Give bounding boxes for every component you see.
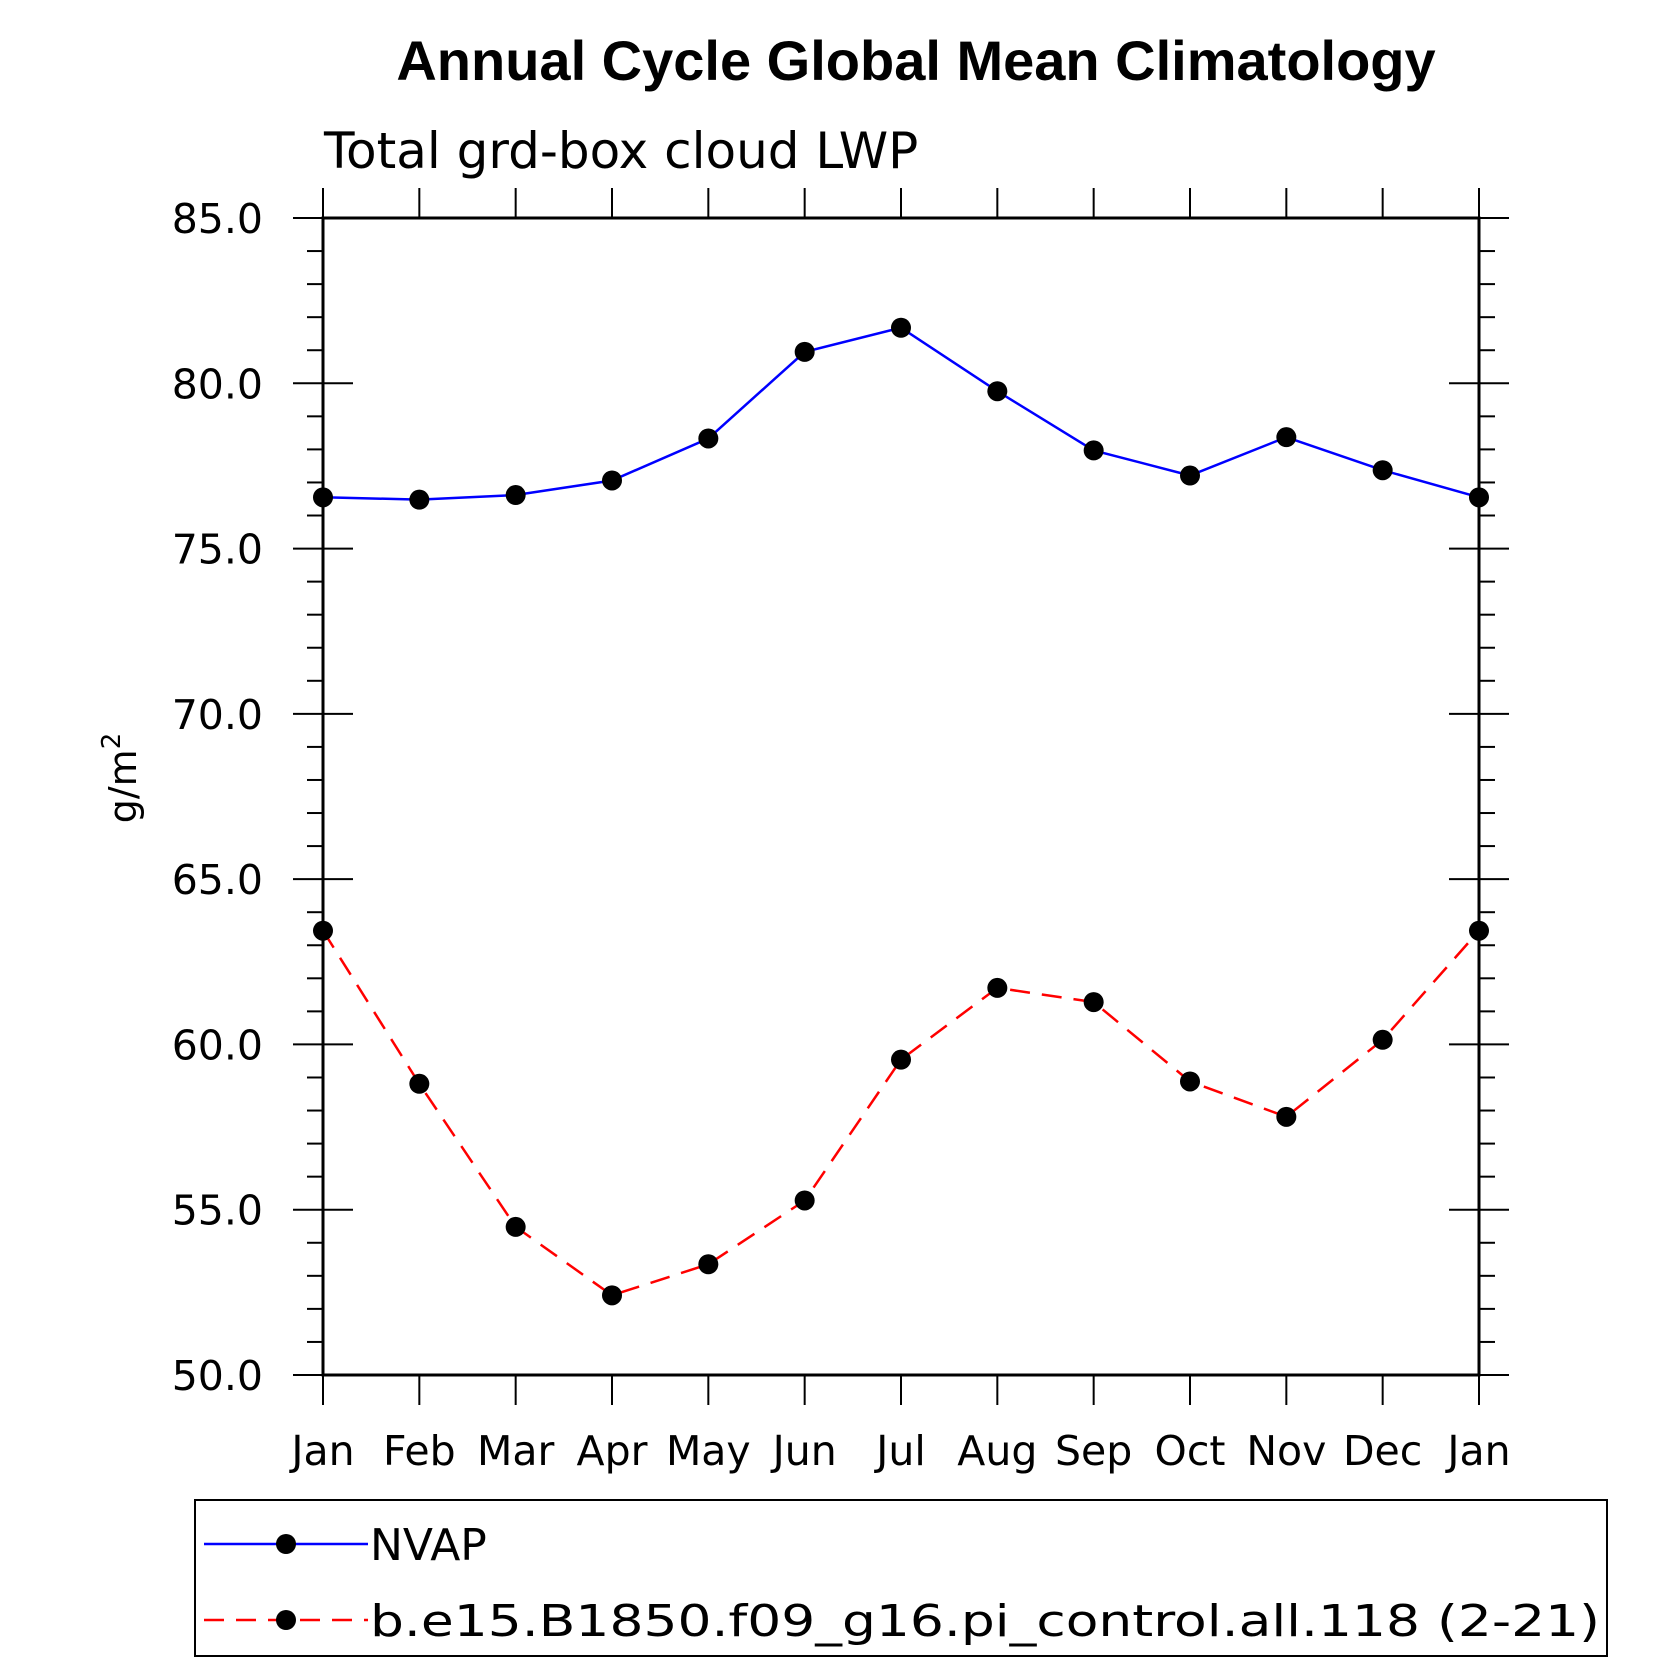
x-tick-label: Nov (1246, 1427, 1326, 1475)
series-2-point (409, 1073, 430, 1094)
legend-label-1: NVAP (370, 1520, 487, 1571)
x-tick-label: Sep (1055, 1427, 1132, 1475)
y-axis-label-exponent: 2 (97, 733, 127, 750)
chart-title: Annual Cycle Global Mean Climatology (396, 29, 1435, 92)
series-2-point (505, 1216, 526, 1237)
series-1-point (1083, 440, 1104, 461)
series-2-point (1469, 920, 1489, 941)
series-1-point (1276, 427, 1297, 448)
x-tick-label: Jan (288, 1427, 354, 1475)
series-1-point (987, 381, 1008, 402)
legend: NVAP b.e15.B1850.f09_g16.pi_control.all.1… (194, 1499, 1608, 1657)
x-tick-label: Jun (770, 1427, 837, 1475)
legend-label-2: b.e15.B1850.f09_g16.pi_control.all.118 (… (370, 1596, 1600, 1647)
series-1-point (602, 470, 622, 491)
x-tick-label: Dec (1343, 1427, 1422, 1475)
x-tick-label: Jul (873, 1427, 925, 1475)
y-tick-label: 75.0 (172, 526, 263, 574)
series-2-point (1083, 992, 1104, 1013)
chart-subtitle: Total grd-box cloud LWP (323, 122, 918, 180)
x-tick-label: Apr (577, 1427, 648, 1475)
series-2-point (313, 920, 333, 941)
x-tick-label: Feb (383, 1427, 456, 1475)
series-2-point (602, 1285, 622, 1306)
series-line-2 (321, 929, 1480, 1297)
series-2-point (794, 1190, 815, 1211)
series-1-point (313, 487, 333, 508)
series-1-point (1180, 465, 1200, 486)
plot-frame (321, 216, 1481, 1377)
series-1-point (409, 489, 430, 510)
legend-marker-2 (276, 1610, 296, 1630)
y-tick-label: 55.0 (172, 1187, 263, 1235)
series-2-point (698, 1254, 719, 1275)
legend-box (194, 1499, 1608, 1657)
y-axis-label: g/m2 (97, 733, 145, 824)
series-2-point (1276, 1106, 1297, 1127)
series-1-point (505, 485, 526, 506)
series-1-point (698, 428, 719, 449)
series-2-point (891, 1049, 911, 1070)
y-axis-label-unit: g/m (101, 749, 145, 823)
plot-area: 50.0 55.0 60.0 65.0 70.0 75.0 80.0 85.0 Jan Feb Ma… (172, 188, 1511, 1475)
x-tick-label: Aug (957, 1427, 1037, 1475)
y-tick-label: 80.0 (172, 360, 263, 408)
series-1-point (1469, 487, 1489, 508)
series-1-point (891, 317, 911, 338)
series-1-point (794, 341, 815, 362)
x-tick-label: Mar (477, 1427, 554, 1475)
series-line-1 (322, 326, 1480, 501)
y-tick-label: 85.0 (172, 195, 263, 243)
series-1-point (1372, 460, 1393, 481)
y-tick-label: 65.0 (172, 856, 263, 904)
x-tick-label: Jan (1444, 1427, 1510, 1475)
y-tick-label: 50.0 (172, 1352, 263, 1400)
series-2-point (1372, 1029, 1393, 1050)
y-tick-label: 60.0 (172, 1021, 263, 1069)
series-2-point (987, 977, 1008, 998)
legend-marker-1 (276, 1534, 296, 1554)
series-2-point (1180, 1071, 1200, 1092)
y-tick-label: 70.0 (172, 691, 263, 739)
x-tick-label: May (666, 1427, 751, 1475)
x-tick-label: Oct (1155, 1427, 1226, 1475)
